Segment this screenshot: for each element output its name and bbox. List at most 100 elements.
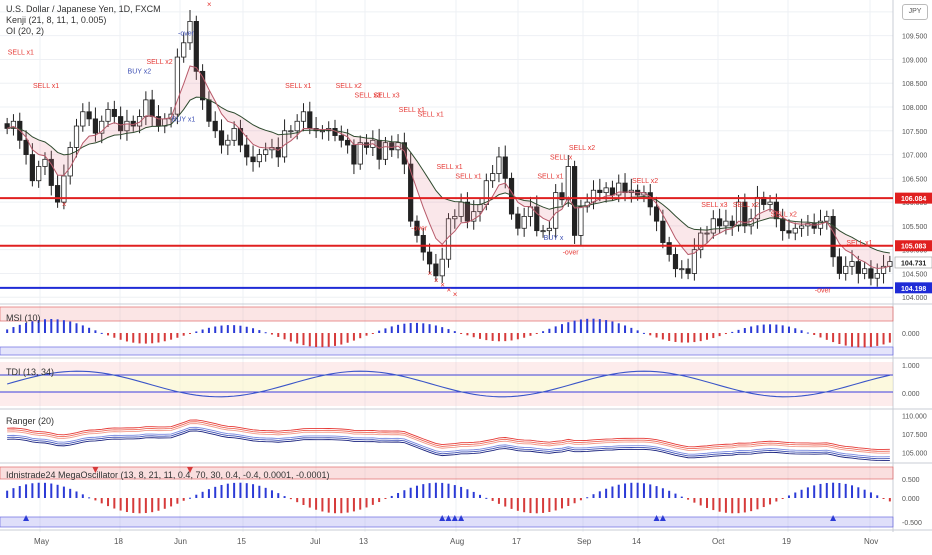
candle-body (565, 166, 571, 201)
candle-body (862, 268, 868, 274)
candle-body (717, 218, 723, 227)
currency-badge[interactable]: JPY (902, 4, 928, 20)
msi-bar (378, 330, 381, 333)
candle-body (408, 163, 414, 222)
mega-bar (245, 483, 248, 498)
mega-bar (624, 483, 627, 498)
mega-buy-triangle (451, 515, 458, 521)
msi-bar (43, 319, 46, 333)
signal-label: SELL x1 (846, 240, 872, 247)
mega-bar (460, 486, 463, 498)
price-tag-bg (894, 256, 932, 269)
time-axis-label: 19 (782, 537, 791, 546)
msi-bar (428, 324, 431, 333)
mega-bar (724, 498, 727, 513)
candle-body (578, 206, 584, 236)
msi-bar (598, 319, 601, 333)
mega-bar (403, 490, 406, 498)
signal-label: SELL x1 (8, 50, 34, 57)
candle-body (143, 99, 149, 117)
candle-body (571, 166, 578, 236)
mega-bar (447, 483, 450, 498)
mega-bar (359, 498, 362, 510)
price-axis-tick: 107.500 (902, 129, 927, 136)
candle-body (105, 108, 111, 122)
candle-body (609, 187, 616, 196)
mega-bar (649, 484, 652, 498)
candle-body (294, 120, 300, 132)
mega-buy-triangle (830, 515, 837, 521)
candle-body (496, 156, 502, 174)
candle-body (843, 265, 849, 274)
msi-bar (352, 333, 355, 341)
tdi-upper-zone (0, 362, 893, 374)
mega-bar (560, 498, 563, 509)
candle-body (590, 189, 597, 203)
price-axis-tick: 108.000 (902, 105, 927, 112)
msi-bar (132, 333, 135, 343)
candle-body (420, 235, 426, 253)
msi-bar (422, 323, 425, 333)
msi-bar (529, 333, 532, 336)
msi-pane-title: MSI (10) (6, 313, 41, 323)
candle-body (742, 201, 748, 227)
mega-bar (415, 485, 418, 498)
ranger-axis-tick: 105.000 (902, 451, 927, 458)
mega-bar (157, 498, 160, 511)
msi-bar (504, 333, 507, 342)
msi-bar (624, 325, 627, 333)
candle-body (149, 99, 155, 117)
candle-body (250, 156, 256, 163)
msi-bar (434, 325, 437, 333)
msi-bar (37, 319, 40, 333)
candle-body (200, 70, 206, 101)
msi-bar (687, 333, 690, 343)
chart-title: U.S. Dollar / Japanese Yen, 1D, FXCM (6, 4, 161, 14)
msi-bar (857, 333, 860, 348)
candle-body (92, 118, 99, 134)
msi-bar (699, 333, 702, 342)
mega-bar (125, 498, 128, 513)
candle-body (880, 265, 887, 274)
candle-body (792, 227, 798, 234)
mega-bar (472, 491, 475, 498)
msi-bar (485, 333, 488, 341)
msi-bar (775, 324, 778, 333)
mega-bar (712, 498, 715, 511)
tdi-mid-zone (0, 374, 893, 392)
candle-body (622, 182, 628, 194)
msi-bar (415, 322, 418, 333)
mega-bar (138, 498, 141, 514)
candle-body (433, 263, 439, 277)
candle-body (464, 201, 471, 222)
msi-bar (516, 333, 519, 340)
mega-buy-triangle (439, 515, 446, 521)
candle-body (660, 220, 666, 243)
mega-bar (598, 491, 601, 498)
msi-bar (390, 326, 393, 333)
mega-bar (69, 488, 72, 498)
msi-bar (270, 333, 273, 335)
signal-label: -over (815, 287, 832, 294)
candle-body (256, 154, 262, 163)
mega-bar (378, 498, 381, 503)
mega-bar (661, 488, 664, 498)
mega-bar (743, 498, 746, 513)
msi-bar (188, 333, 191, 334)
msi-bar (579, 319, 582, 333)
mega-bar (819, 483, 822, 498)
msi-bar (876, 333, 879, 346)
msi-bar (832, 333, 835, 343)
candle-body (679, 268, 685, 271)
tdi-axis-tick: 1.000 (902, 363, 920, 370)
mega-bar (863, 489, 866, 498)
candle-body (174, 56, 180, 115)
msi-bar (75, 323, 78, 333)
candle-body (824, 215, 830, 222)
mega-bar (163, 498, 166, 509)
msi-bar (781, 325, 784, 333)
tdi-axis-tick: 0.000 (902, 391, 920, 398)
candle-body (502, 156, 508, 179)
